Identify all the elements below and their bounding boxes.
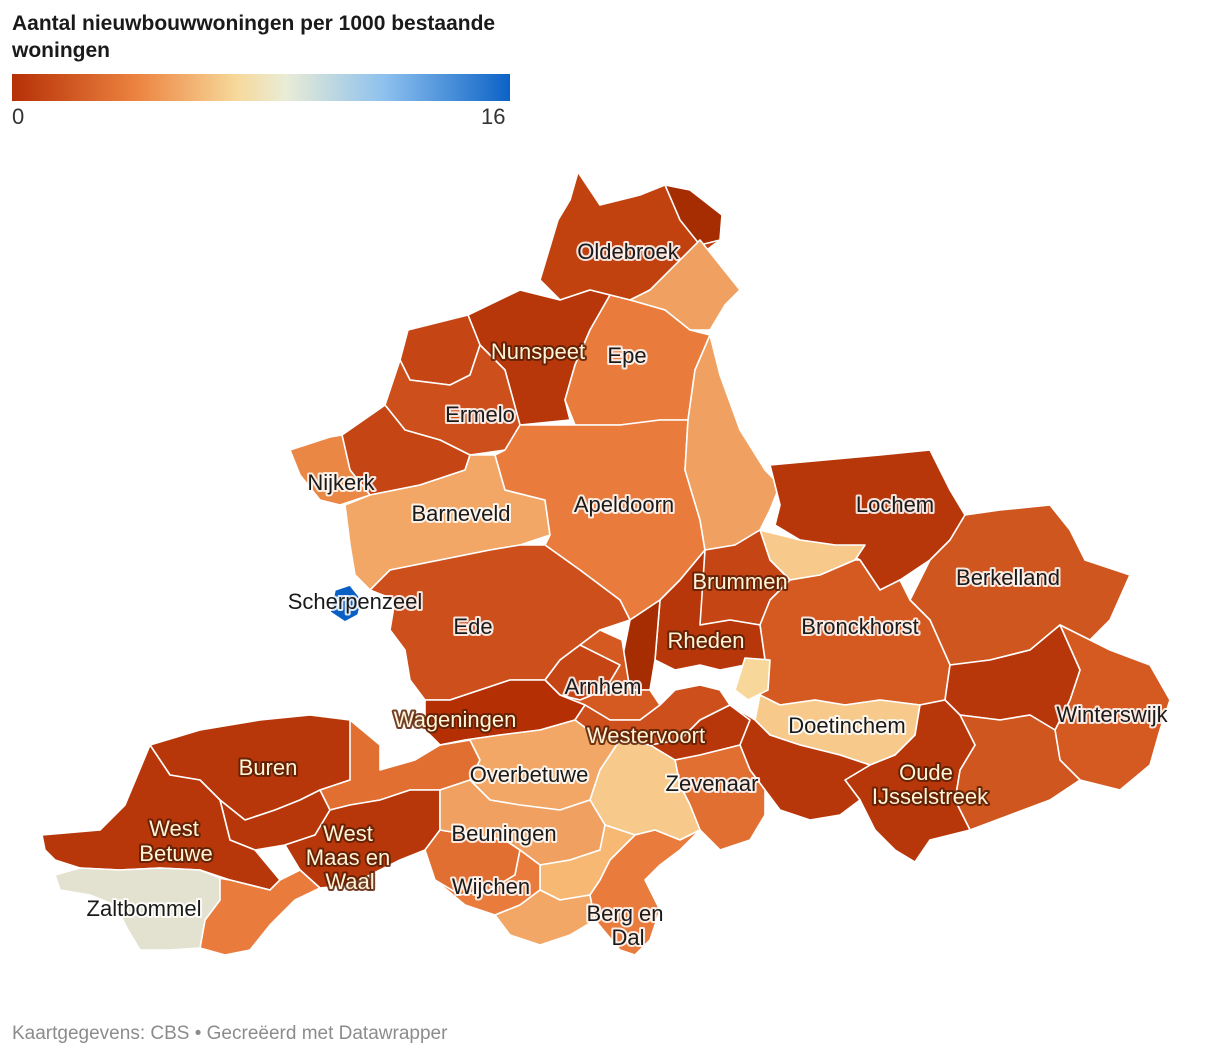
region-zaltbommel[interactable] [54, 867, 221, 951]
label-west-maas-en-waal-line3: Waal [325, 869, 374, 894]
label-berg-en-dal-line1: Berg en [586, 901, 663, 926]
label-overbetuwe: Overbetuwe [470, 762, 589, 787]
label-west-betuwe: West Betuwe [137, 814, 214, 868]
legend-max-label: 16 [481, 104, 506, 129]
map-title: Aantal nieuwbouwwoningen per 1000 bestaa… [12, 12, 496, 62]
label-west-maas-en-waal-line1: West [323, 821, 373, 846]
label-lochem: Lochem [856, 492, 934, 517]
legend-min-label: 0 [12, 104, 25, 129]
label-doetinchem: Doetinchem [788, 713, 905, 738]
region-oude-ijsselstreek[interactable] [844, 699, 976, 863]
label-westervoort: Westervoort [587, 723, 705, 748]
label-wijchen: Wijchen [452, 874, 530, 899]
label-rheden: Rheden [667, 628, 744, 653]
label-berkelland: Berkelland [956, 565, 1060, 590]
label-oldebroek: Oldebroek [577, 239, 680, 264]
label-west-betuwe-line2: Betuwe [139, 841, 212, 866]
label-arnhem: Arnhem [564, 674, 641, 699]
label-oude-ijsselstreek: Oude IJsselstreek [870, 758, 991, 811]
label-apeldoorn: Apeldoorn [574, 492, 674, 517]
region-harderwijk[interactable] [399, 314, 481, 386]
label-ede: Ede [453, 614, 492, 639]
label-buren: Buren [239, 755, 298, 780]
label-wageningen: Wageningen [394, 707, 517, 732]
region-hattem[interactable] [664, 184, 723, 246]
label-winterswijk: Winterswijk [1056, 702, 1168, 727]
label-ermelo: Ermelo [445, 402, 515, 427]
label-bronckhorst: Bronckhorst [801, 614, 918, 639]
label-barneveld: Barneveld [411, 501, 510, 526]
region-wijchen[interactable] [434, 849, 541, 916]
label-nijkerk: Nijkerk [307, 470, 375, 495]
label-west-maas-en-waal: West Maas en Waal [304, 819, 392, 896]
label-zaltbommel: Zaltbommel [87, 896, 202, 921]
label-oude-ijsselstreek-line2: IJsselstreek [872, 784, 989, 809]
color-scale-legend [12, 74, 510, 101]
label-zevenaar: Zevenaar [666, 771, 759, 796]
label-nunspeet: Nunspeet [491, 339, 585, 364]
label-scherpenzeel: Scherpenzeel [288, 589, 423, 614]
label-oude-ijsselstreek-line1: Oude [899, 760, 953, 785]
source-credit: Kaartgegevens: CBS • Gecreëerd met Dataw… [12, 1023, 448, 1044]
label-west-maas-en-waal-line2: Maas en [306, 845, 390, 870]
label-epe: Epe [607, 343, 646, 368]
region-voorst[interactable] [684, 334, 781, 551]
region-scherpenzeel[interactable] [329, 584, 363, 623]
region-berg-en-dal[interactable] [589, 829, 701, 956]
label-berg-en-dal: Berg en Dal [584, 899, 665, 952]
label-brummen: Brummen [692, 569, 787, 594]
label-beuningen: Beuningen [451, 821, 556, 846]
label-berg-en-dal-line2: Dal [611, 925, 644, 950]
region-doesburg[interactable] [734, 657, 771, 701]
label-west-betuwe-line1: West [149, 816, 199, 841]
